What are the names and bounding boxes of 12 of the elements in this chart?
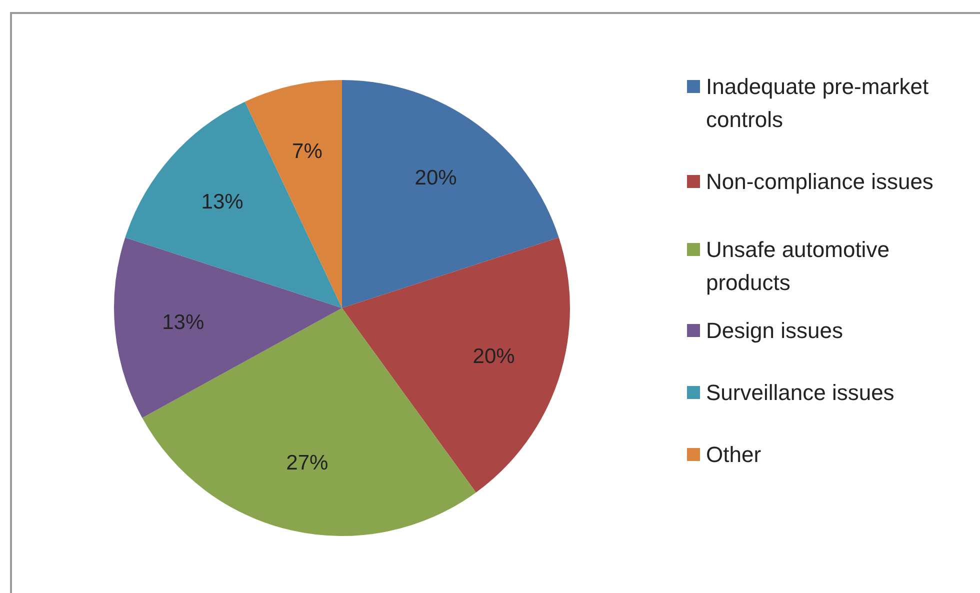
data-label: 7% <box>292 140 322 164</box>
legend-label: Design issues <box>706 317 843 345</box>
legend-label: Other <box>706 441 762 469</box>
legend-label: Non-compliance issues <box>706 168 934 196</box>
data-label: 20% <box>472 345 515 368</box>
legend-label: Inadequate pre-market controls <box>706 73 930 134</box>
data-label: 13% <box>162 310 204 334</box>
legend-label: Unsafe automotive products <box>706 236 890 297</box>
data-label: 20% <box>414 166 457 190</box>
data-label: 27% <box>286 452 328 475</box>
legend-label: Surveillance issues <box>706 379 894 407</box>
data-label: 13% <box>201 190 244 214</box>
